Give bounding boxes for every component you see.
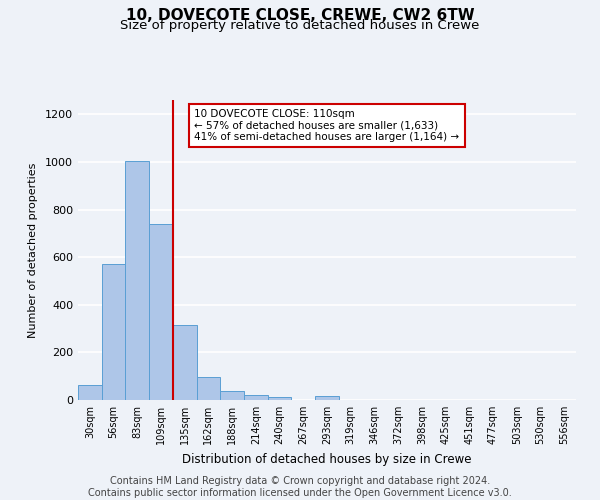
Bar — [244, 394, 268, 400]
Bar — [125, 160, 149, 400]
Text: Size of property relative to detached houses in Crewe: Size of property relative to detached ho… — [121, 19, 479, 32]
Bar — [197, 378, 220, 400]
Y-axis label: Number of detached properties: Number of detached properties — [28, 162, 38, 338]
Text: 10 DOVECOTE CLOSE: 110sqm
← 57% of detached houses are smaller (1,633)
41% of se: 10 DOVECOTE CLOSE: 110sqm ← 57% of detac… — [194, 109, 460, 142]
Text: Contains HM Land Registry data © Crown copyright and database right 2024.
Contai: Contains HM Land Registry data © Crown c… — [88, 476, 512, 498]
Bar — [268, 397, 292, 400]
X-axis label: Distribution of detached houses by size in Crewe: Distribution of detached houses by size … — [182, 452, 472, 466]
Text: 10, DOVECOTE CLOSE, CREWE, CW2 6TW: 10, DOVECOTE CLOSE, CREWE, CW2 6TW — [125, 8, 475, 22]
Bar — [173, 325, 197, 400]
Bar — [102, 264, 125, 400]
Bar — [149, 224, 173, 400]
Bar — [220, 391, 244, 400]
Bar — [315, 396, 339, 400]
Bar — [78, 385, 102, 400]
